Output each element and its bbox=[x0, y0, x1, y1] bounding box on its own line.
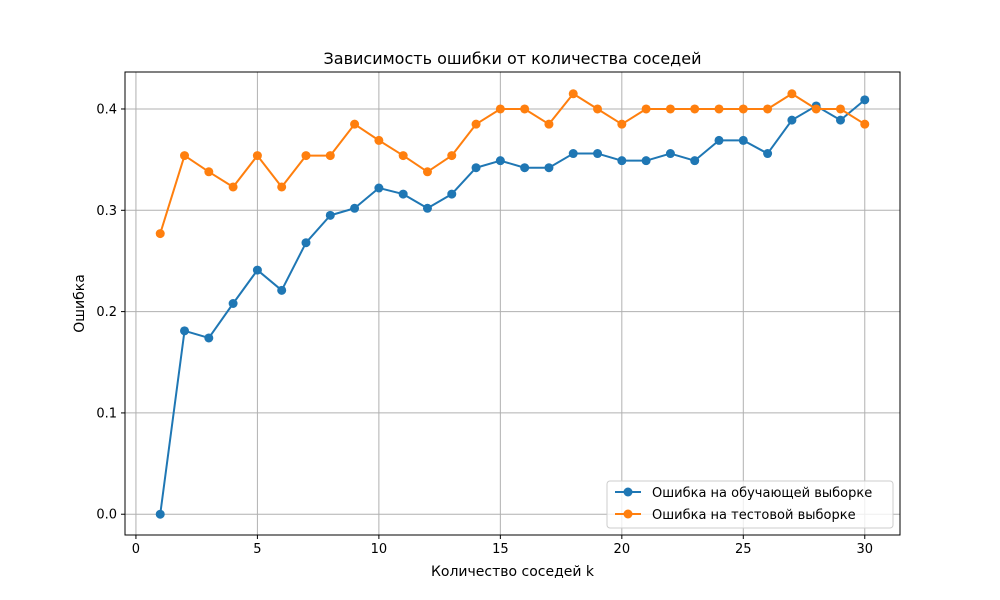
data-point bbox=[374, 135, 384, 145]
data-point bbox=[520, 104, 530, 114]
legend-marker-test bbox=[623, 509, 633, 519]
data-point bbox=[641, 156, 651, 166]
data-point bbox=[252, 151, 262, 161]
series-line bbox=[159, 99, 866, 515]
data-point bbox=[495, 104, 505, 114]
series-1 bbox=[155, 89, 870, 239]
legend-label-test: Ошибка на тестовой выборке bbox=[652, 508, 856, 523]
data-point bbox=[325, 151, 335, 161]
y-tick-label: 0.2 bbox=[96, 305, 117, 320]
data-point bbox=[787, 115, 797, 125]
x-tick-label: 30 bbox=[856, 542, 873, 557]
legend-marker-train bbox=[623, 487, 633, 497]
data-point bbox=[301, 238, 311, 248]
data-point bbox=[738, 104, 748, 114]
data-point bbox=[811, 104, 821, 114]
data-point bbox=[228, 299, 238, 308]
data-point bbox=[180, 326, 190, 336]
data-point bbox=[301, 151, 311, 161]
y-tick-label: 0.0 bbox=[96, 508, 117, 523]
data-point bbox=[398, 151, 408, 161]
y-axis-label: Ошибка bbox=[72, 274, 88, 333]
data-point bbox=[568, 149, 578, 159]
x-tick-label: 25 bbox=[735, 542, 752, 557]
data-point bbox=[641, 104, 651, 114]
data-point bbox=[495, 156, 505, 166]
x-tick-label: 15 bbox=[492, 542, 509, 557]
legend: Ошибка на обучающей выборке Ошибка на те… bbox=[606, 480, 894, 529]
grid bbox=[125, 72, 900, 535]
data-point bbox=[835, 115, 845, 125]
data-point bbox=[860, 95, 870, 105]
data-point bbox=[180, 151, 190, 161]
data-point bbox=[665, 149, 675, 159]
data-point bbox=[350, 119, 360, 129]
data-point bbox=[325, 210, 335, 220]
data-point bbox=[471, 119, 481, 129]
series-layer bbox=[155, 89, 870, 519]
data-point bbox=[252, 265, 262, 275]
data-point bbox=[593, 104, 603, 114]
data-point bbox=[787, 89, 797, 99]
data-point bbox=[422, 167, 432, 177]
data-point bbox=[690, 156, 700, 166]
data-point bbox=[277, 182, 287, 192]
data-point bbox=[860, 119, 870, 129]
data-point bbox=[763, 149, 773, 159]
plot-frame bbox=[124, 71, 901, 536]
data-point bbox=[738, 135, 748, 145]
data-point bbox=[714, 135, 724, 145]
data-point bbox=[763, 104, 773, 114]
x-tick-label: 0 bbox=[132, 542, 140, 557]
y-tick-label: 0.3 bbox=[96, 204, 117, 219]
data-point bbox=[398, 189, 408, 199]
data-point bbox=[155, 509, 165, 519]
data-point bbox=[665, 104, 675, 114]
data-point bbox=[204, 333, 214, 343]
data-point bbox=[277, 285, 287, 295]
data-point bbox=[714, 104, 724, 114]
data-point bbox=[520, 163, 530, 173]
x-tick-label: 20 bbox=[614, 542, 631, 557]
x-tick-label: 10 bbox=[371, 542, 388, 557]
series-0 bbox=[155, 95, 870, 519]
chart-title: Зависимость ошибки от количества соседей bbox=[324, 49, 702, 68]
data-point bbox=[228, 182, 238, 192]
x-tick-label: 5 bbox=[253, 542, 261, 557]
x-axis-label: Количество соседей k bbox=[431, 564, 595, 580]
legend-label-train: Ошибка на обучающей выборке bbox=[652, 486, 872, 501]
data-point bbox=[617, 119, 627, 129]
ticks: 0 5 10 15 20 25 30 0.0 0.1 0.2 0.3 0.4 bbox=[96, 102, 873, 557]
data-point bbox=[690, 104, 700, 114]
data-point bbox=[204, 167, 214, 177]
data-point bbox=[374, 183, 384, 193]
data-point bbox=[617, 156, 627, 166]
data-point bbox=[593, 149, 603, 159]
data-point bbox=[544, 119, 554, 129]
legend-box bbox=[606, 480, 894, 529]
data-point bbox=[350, 203, 360, 213]
data-point bbox=[155, 229, 165, 239]
data-point bbox=[835, 104, 845, 114]
data-point bbox=[422, 203, 432, 213]
data-point bbox=[471, 163, 481, 173]
data-point bbox=[544, 163, 554, 173]
data-point bbox=[447, 189, 457, 199]
y-tick-label: 0.4 bbox=[96, 102, 117, 117]
data-point bbox=[447, 151, 457, 161]
y-tick-label: 0.1 bbox=[96, 406, 117, 421]
data-point bbox=[568, 89, 578, 99]
